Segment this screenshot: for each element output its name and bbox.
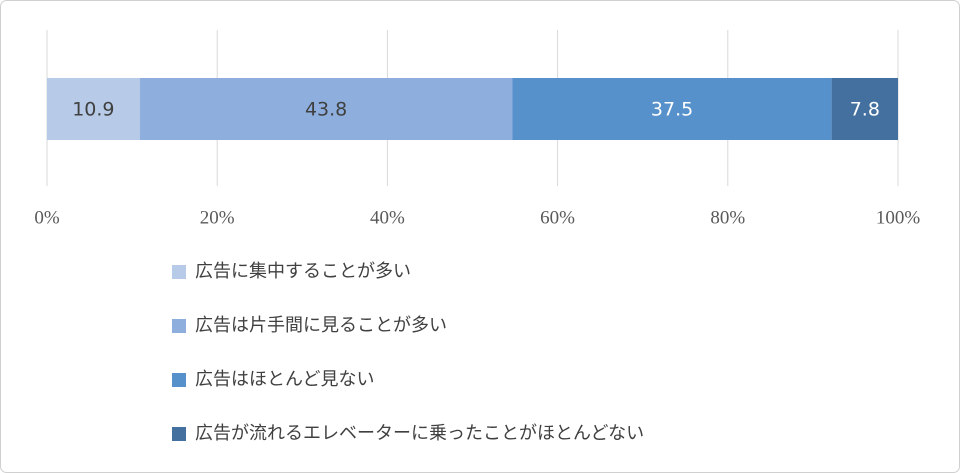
bar-segment: [831, 78, 898, 140]
data-label: 37.5: [651, 99, 693, 121]
x-tick-label: 40%: [370, 207, 405, 228]
legend-label: 広告は片手間に見ることが多い: [195, 315, 447, 336]
legend-label: 広告はほとんど見ない: [195, 369, 374, 390]
bar-segment: [512, 78, 832, 140]
legend-swatch: [172, 265, 186, 279]
legend-swatch: [172, 427, 186, 441]
x-tick-label: 60%: [540, 207, 575, 228]
x-tick-label: 0%: [34, 207, 60, 228]
x-tick-label: 100%: [876, 207, 921, 228]
data-label: 7.8: [850, 99, 880, 121]
legend: 広告に集中することが多い広告は片手間に見ることが多い広告はほとんど見ない広告が流…: [172, 261, 644, 444]
legend-label: 広告が流れるエレベーターに乗ったことがほとんどない: [195, 423, 644, 444]
legend-label: 広告に集中することが多い: [195, 261, 411, 282]
legend-swatch: [172, 319, 186, 333]
data-label: 10.9: [72, 99, 114, 121]
bar-segment: [47, 78, 140, 140]
bar-segment: [139, 78, 513, 140]
bars: 10.9 43.8 37.5 7.8: [47, 78, 898, 140]
legend-swatch: [172, 373, 186, 387]
data-label: 43.8: [305, 99, 347, 121]
x-tick-label: 80%: [710, 207, 745, 228]
x-tick-label: 20%: [200, 207, 235, 228]
